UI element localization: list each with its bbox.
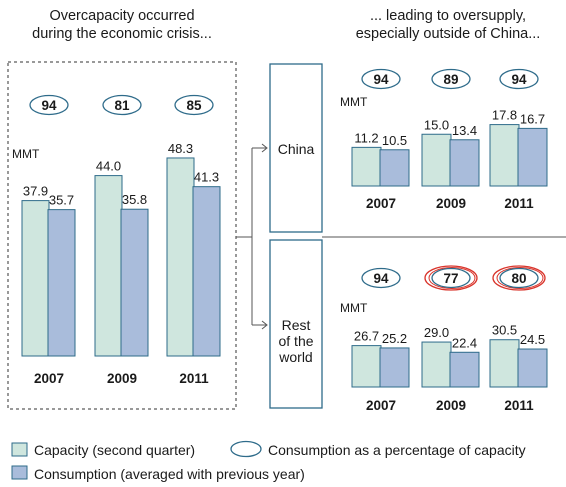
year-label-2009: 2009 [107, 371, 137, 386]
year-label-2007: 2007 [366, 196, 396, 211]
consumption-value-2007: 35.7 [49, 193, 74, 208]
legend-ratio-oval [230, 440, 262, 458]
capacity-value-2009: 29.0 [424, 325, 449, 340]
world-total-chart: MMT 37.935.7 2007 94 44.0 35.8 2009 81 48.341.3 2… [12, 94, 221, 386]
ratio-value-2011: 80 [511, 271, 526, 286]
ratio-value-2007: 94 [373, 72, 389, 87]
world-panel-frame [7, 61, 237, 410]
capacity-value-2007: 11.2 [354, 130, 378, 145]
year-label-2011: 2011 [504, 398, 534, 413]
consumption-value-2011: 16.7 [520, 111, 545, 126]
ratio-value-2011: 85 [186, 98, 202, 113]
ratio-value-2007: 94 [373, 271, 389, 286]
capacity-bar-2011 [489, 124, 520, 187]
capacity-value-2007: 26.7 [354, 329, 379, 344]
consumption-bar-2007 [379, 347, 410, 388]
china-region-box [269, 63, 323, 233]
consumption-bar-2007 [379, 149, 410, 187]
capacity-bar-2007 [21, 200, 50, 357]
ratio-oval-2009 [431, 267, 471, 289]
china-region-label: China [278, 141, 315, 157]
capacity-bar-2011 [489, 339, 520, 388]
row-region-label-line-2: of the [278, 333, 313, 349]
china-chart: MMT 11.2 10.5 2007 94 15.0 13.4 2009 89 17.8 16.7 2… [340, 68, 548, 211]
legend: Capacity (second quarter) Consumption as… [11, 440, 526, 482]
year-label-2009: 2009 [436, 398, 466, 413]
year-label-2007: 2007 [366, 398, 396, 413]
left-heading-line-1: Overcapacity occurred [49, 8, 194, 24]
ratio-oval-2011 [499, 267, 539, 289]
consumption-value-2007: 25.2 [382, 331, 407, 346]
ratio-oval-2011 [499, 68, 539, 90]
capacity-bar-2011 [166, 157, 195, 357]
legend-consumption-swatch [11, 465, 28, 480]
consumption-value-2009: 35.8 [122, 192, 147, 207]
legend-consumption-label: Consumption (averaged with previous year… [34, 466, 305, 482]
highlight-ring-inner-2011 [496, 267, 544, 289]
legend-capacity-swatch [11, 442, 28, 457]
ratio-oval-2007 [361, 68, 401, 90]
unit-label: MMT [12, 147, 40, 161]
unit-label: MMT [340, 95, 368, 109]
capacity-bar-2009 [94, 175, 123, 357]
consumption-bar-2007 [47, 209, 76, 357]
highlight-ring-inner-2009 [428, 267, 476, 289]
consumption-value-2011: 24.5 [520, 332, 545, 347]
ratio-oval-2007 [361, 267, 401, 289]
highlight-ring-outer-2011 [492, 265, 546, 291]
capacity-bar-2009 [421, 341, 452, 388]
consumption-bar-2009 [449, 139, 480, 187]
consumption-value-2009: 22.4 [452, 335, 477, 350]
ratio-oval-2009 [431, 68, 471, 90]
consumption-bar-2011 [517, 348, 548, 388]
ratio-value-2009: 89 [443, 72, 458, 87]
consumption-bar-2011 [517, 127, 548, 187]
legend-ratio-label: Consumption as a percentage of capacity [268, 442, 526, 458]
highlight-ring-outer-2009 [424, 265, 478, 291]
row-region-label-line-1: Rest [282, 317, 311, 333]
ratio-value-2009: 81 [114, 98, 130, 113]
ratio-oval-2007 [29, 94, 69, 116]
rest-of-world-chart: MMT 26.7 25.2 2007 94 29.022.4 2009 77 30.524.5 2… [340, 265, 548, 413]
capacity-value-2007: 37.9 [23, 184, 48, 199]
row-region-box [269, 239, 323, 409]
capacity-value-2011: 17.8 [492, 108, 517, 123]
consumption-value-2007: 10.5 [382, 133, 407, 148]
consumption-bar-2011 [192, 186, 221, 357]
year-label-2009: 2009 [436, 196, 466, 211]
row-region-label-line-3: world [278, 349, 312, 365]
ratio-value-2009: 77 [443, 271, 458, 286]
consumption-value-2011: 41.3 [194, 170, 219, 185]
ratio-value-2011: 94 [511, 72, 527, 87]
left-heading-line-2: during the economic crisis... [32, 26, 212, 42]
capacity-value-2011: 48.3 [168, 141, 193, 156]
ratio-oval-2009 [102, 94, 142, 116]
unit-label: MMT [340, 301, 368, 315]
year-label-2007: 2007 [34, 371, 64, 386]
consumption-bar-2009 [449, 351, 480, 388]
capacity-bar-2009 [421, 133, 452, 187]
legend-capacity-label: Capacity (second quarter) [34, 442, 195, 458]
capacity-bar-2007 [351, 345, 382, 388]
capacity-value-2011: 30.5 [492, 323, 517, 338]
ratio-oval-2011 [174, 94, 214, 116]
consumption-value-2009: 13.4 [452, 123, 477, 138]
right-heading-line-1: ... leading to oversupply, [370, 8, 526, 24]
capacity-value-2009: 44.0 [96, 159, 121, 174]
ratio-value-2007: 94 [41, 98, 57, 113]
year-label-2011: 2011 [504, 196, 534, 211]
split-connector [236, 143, 268, 330]
year-label-2011: 2011 [179, 371, 209, 386]
capacity-bar-2007 [351, 146, 382, 187]
right-heading-line-2: especially outside of China... [356, 26, 541, 42]
capacity-value-2009: 15.0 [424, 117, 449, 132]
consumption-bar-2009 [120, 208, 149, 357]
